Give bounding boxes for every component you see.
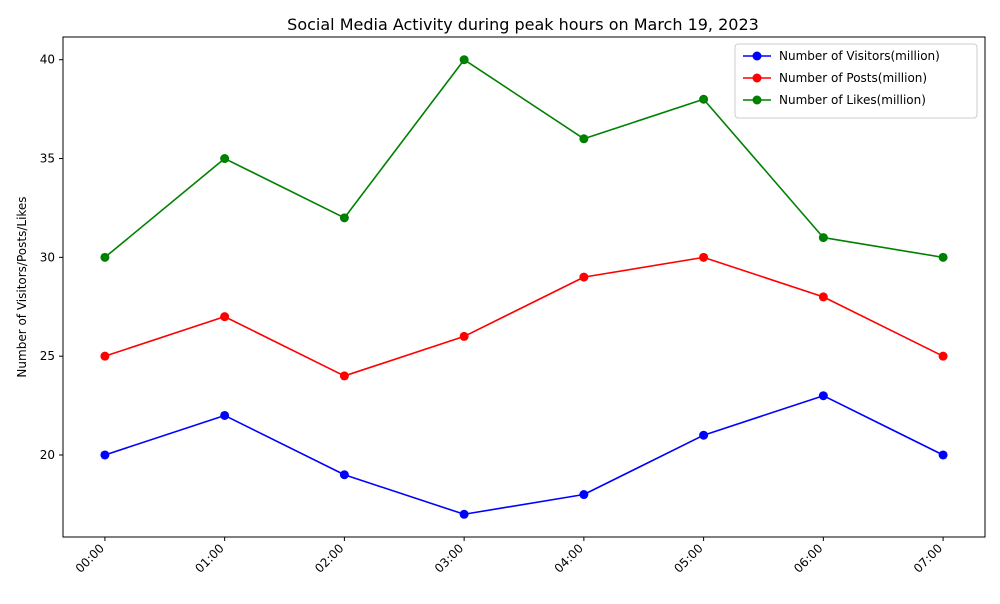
- data-point: [579, 490, 589, 500]
- legend-marker-swatch: [752, 95, 762, 105]
- data-point: [100, 351, 110, 361]
- data-point: [818, 391, 828, 401]
- legend-label: Number of Likes(million): [779, 93, 926, 107]
- data-point: [579, 134, 589, 144]
- x-tick-label: 01:00: [192, 541, 226, 575]
- series-line-1: [104, 394, 944, 516]
- x-tick-label: 07:00: [911, 541, 945, 575]
- data-point: [459, 509, 469, 519]
- data-point: [938, 450, 948, 460]
- x-tick-label: 05:00: [671, 541, 705, 575]
- data-point: [699, 252, 709, 262]
- legend-marker-swatch: [752, 51, 762, 61]
- x-tick-label: 02:00: [312, 541, 346, 575]
- legend-marker-swatch: [752, 73, 762, 83]
- y-tick-label: 30: [40, 250, 55, 264]
- legend-label: Number of Posts(million): [779, 71, 927, 85]
- y-tick-label: 40: [40, 53, 55, 67]
- data-point: [818, 292, 828, 302]
- x-tick-label: 04:00: [552, 541, 586, 575]
- data-point: [339, 470, 349, 480]
- data-point: [100, 252, 110, 262]
- y-tick-label: 35: [40, 152, 55, 166]
- data-point: [818, 233, 828, 243]
- y-tick-label: 20: [40, 448, 55, 462]
- plot-frame: [62, 36, 986, 538]
- y-tick-label: 25: [40, 349, 55, 363]
- data-point: [938, 351, 948, 361]
- data-point: [579, 272, 589, 282]
- data-point: [699, 430, 709, 440]
- y-axis-label: Number of Visitors/Posts/Likes: [15, 196, 29, 377]
- data-point: [339, 371, 349, 381]
- series-line-3: [104, 58, 944, 259]
- x-tick-label: 06:00: [791, 541, 825, 575]
- legend-label: Number of Visitors(million): [779, 49, 940, 63]
- legend-box: [734, 43, 978, 119]
- data-point: [220, 410, 230, 420]
- data-point: [459, 331, 469, 341]
- data-point: [100, 450, 110, 460]
- data-point: [699, 94, 709, 104]
- x-tick-label: 00:00: [73, 541, 107, 575]
- x-tick-label: 03:00: [432, 541, 466, 575]
- series-line-2: [104, 256, 944, 377]
- legend: Number of Visitors(million) Number of Pos…: [734, 43, 978, 119]
- chart-title: Social Media Activity during peak hours …: [287, 15, 759, 34]
- data-point: [459, 55, 469, 65]
- data-point: [220, 154, 230, 164]
- data-point: [938, 252, 948, 262]
- series-group: [100, 55, 948, 519]
- data-point: [339, 213, 349, 223]
- data-point: [220, 312, 230, 322]
